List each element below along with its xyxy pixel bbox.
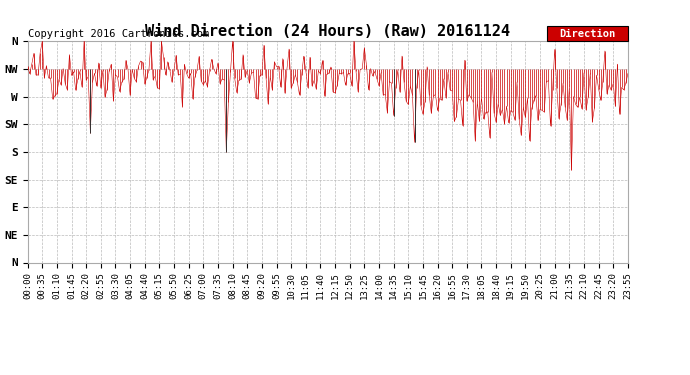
FancyBboxPatch shape — [547, 26, 628, 41]
Text: Direction: Direction — [560, 28, 615, 39]
Text: Copyright 2016 Cartronics.com: Copyright 2016 Cartronics.com — [28, 29, 209, 39]
Title: Wind Direction (24 Hours) (Raw) 20161124: Wind Direction (24 Hours) (Raw) 20161124 — [146, 24, 510, 39]
